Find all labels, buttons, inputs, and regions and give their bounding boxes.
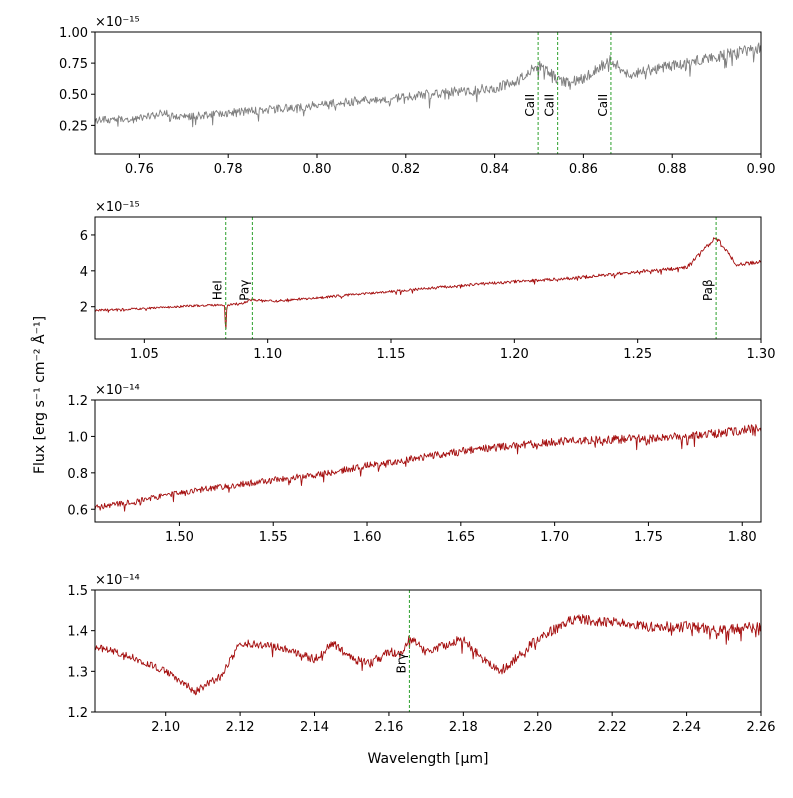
y-tick-label-2-3: 6 (80, 229, 88, 244)
x-tick-label-1-4: 0.82 (391, 162, 420, 177)
x-tick-label-1-1: 0.76 (125, 162, 154, 177)
x-tick-label-4-4: 2.16 (374, 720, 403, 735)
line-label-2-3: Paβ (701, 279, 715, 301)
x-tick-label-4-1: 2.10 (151, 720, 180, 735)
x-tick-label-2-2: 1.10 (253, 347, 282, 362)
x-tick-label-1-7: 0.88 (658, 162, 687, 177)
y-tick-label-4-1: 1.2 (67, 706, 88, 721)
y-tick-label-3-2: 0.8 (67, 467, 88, 482)
y-multiplier-4: ×10⁻¹⁴ (95, 573, 140, 588)
x-tick-label-2-6: 1.30 (747, 347, 776, 362)
x-tick-label-1-6: 0.86 (569, 162, 598, 177)
plot-area-2 (95, 217, 761, 339)
series-line-1-1 (95, 42, 761, 128)
y-tick-label-4-2: 1.3 (67, 665, 88, 680)
x-tick-label-4-6: 2.20 (523, 720, 552, 735)
series-line-3-1 (95, 424, 761, 512)
y-multiplier-2: ×10⁻¹⁵ (95, 200, 140, 215)
x-tick-label-1-8: 0.90 (747, 162, 776, 177)
line-label-2-2: Paγ (237, 280, 251, 301)
line-label-1-3: CaII (596, 94, 610, 117)
y-tick-label-3-4: 1.2 (67, 394, 88, 409)
x-tick-label-4-5: 2.18 (449, 720, 478, 735)
x-tick-label-3-5: 1.70 (540, 530, 569, 545)
plot-area-1 (95, 32, 761, 154)
x-tick-label-3-7: 1.80 (728, 530, 757, 545)
panel-frame-4 (94, 589, 762, 713)
x-tick-label-3-4: 1.65 (446, 530, 475, 545)
panel-2: HeI Paγ Paβ 1.05 1.10 1.15 1.20 1.25 1.30 2 4 6 ×10⁻… (80, 200, 776, 362)
line-label-1-2: CaII (543, 94, 557, 117)
series-line-2-1 (95, 237, 761, 330)
line-label-4-1: Brγ (394, 653, 408, 673)
x-tick-label-2-1: 1.05 (130, 347, 159, 362)
x-tick-label-3-6: 1.75 (634, 530, 663, 545)
x-tick-label-3-1: 1.50 (165, 530, 194, 545)
panel-1: CaII CaII CaII 0.76 0.78 0.80 0.82 0.84 0.86 0.88… (59, 15, 775, 177)
y-tick-label-3-1: 0.6 (67, 503, 88, 518)
x-tick-label-4-3: 2.14 (300, 720, 329, 735)
line-label-1-1: CaII (523, 94, 537, 117)
x-tick-label-2-4: 1.20 (500, 347, 529, 362)
x-tick-label-4-8: 2.24 (672, 720, 701, 735)
y-tick-label-1-2: 0.50 (59, 88, 88, 103)
y-tick-label-2-1: 2 (80, 301, 88, 316)
x-tick-label-1-3: 0.80 (303, 162, 332, 177)
panel-frame-1 (94, 31, 762, 155)
y-multiplier-1: ×10⁻¹⁵ (95, 15, 140, 30)
plot-area-3 (95, 424, 761, 512)
y-tick-label-2-2: 4 (80, 265, 88, 280)
y-tick-label-1-3: 0.75 (59, 57, 88, 72)
x-tick-label-1-5: 0.84 (480, 162, 509, 177)
x-tick-label-4-2: 2.12 (226, 720, 255, 735)
y-tick-label-4-4: 1.5 (67, 584, 88, 599)
panel-frame-3 (94, 399, 762, 523)
x-tick-label-4-9: 2.26 (747, 720, 776, 735)
y-tick-label-1-1: 0.25 (59, 119, 88, 134)
x-axis-title: Wavelength [μm] (368, 751, 489, 767)
panel-4: Brγ 2.10 2.12 2.14 2.16 2.18 2.20 2.22 2.24 2.26 1… (67, 573, 775, 735)
x-tick-label-2-5: 1.25 (623, 347, 652, 362)
y-tick-label-4-3: 1.4 (67, 625, 88, 640)
panel-3: 1.50 1.55 1.60 1.65 1.70 1.75 1.80 0.6 0.8 1.0 1.2… (67, 383, 762, 545)
series-line-4-1 (95, 614, 761, 696)
y-tick-label-1-4: 1.00 (59, 26, 88, 41)
panel-frame-2 (94, 216, 762, 340)
x-tick-label-2-3: 1.15 (377, 347, 406, 362)
x-tick-label-3-3: 1.60 (353, 530, 382, 545)
x-tick-label-4-7: 2.22 (598, 720, 627, 735)
y-multiplier-3: ×10⁻¹⁴ (95, 383, 140, 398)
plot-area-4 (95, 590, 761, 712)
y-axis-title: Flux [erg s⁻¹ cm⁻² Å⁻¹] (31, 316, 48, 474)
line-label-2-1: HeI (211, 280, 225, 300)
x-tick-label-3-2: 1.55 (259, 530, 288, 545)
y-tick-label-3-3: 1.0 (67, 430, 88, 445)
x-tick-label-1-2: 0.78 (214, 162, 243, 177)
